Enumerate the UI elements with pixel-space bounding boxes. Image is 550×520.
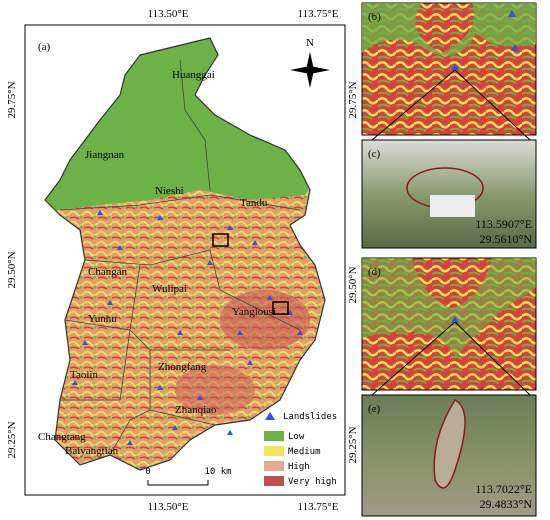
lat-label: 29.25°N [347, 426, 359, 463]
town-label: Taolin [70, 369, 98, 381]
town-label: Tandu [240, 197, 268, 209]
lat-label: 29.50°N [347, 266, 359, 303]
town-label: Yunhu [88, 313, 117, 325]
town-label: Wulipai [152, 283, 187, 295]
panel-label: (e) [368, 403, 381, 415]
photo-coordinate: 113.5907°E [475, 217, 532, 231]
legend-label: Medium [288, 447, 321, 457]
legend-label: Low [288, 432, 305, 442]
town-label: Baiyangtian [65, 445, 119, 457]
town-label: Nieshi [155, 185, 184, 197]
north-label: N [306, 37, 314, 49]
lon-label: 113.50°E [148, 8, 189, 20]
lon-label: 113.75°E [298, 8, 339, 20]
town-label: Zhanqiao [175, 404, 217, 416]
lon-label: 113.50°E [148, 501, 189, 513]
town-label: Yanglousi [232, 306, 276, 318]
lat-label: 29.25°N [6, 421, 18, 458]
lat-label: 29.75°N [347, 81, 359, 118]
legend-label: Very high [288, 477, 337, 487]
photo [361, 139, 537, 249]
lat-label: 29.50°N [6, 251, 18, 288]
panel-label: (b) [368, 11, 381, 23]
panel-label: (d) [368, 266, 381, 278]
legend: Landslides Low Medium High Very high [264, 412, 337, 487]
town-label: Huanggai [172, 69, 215, 81]
legend-label: High [288, 462, 310, 472]
panel-label: (c) [368, 148, 381, 160]
photo-coordinate: 29.5610°N [480, 232, 533, 246]
town-label: Changan [88, 266, 128, 278]
scale-bar [147, 480, 209, 486]
north-arrow: N [290, 37, 330, 88]
town-label: Zhongfang [158, 361, 207, 373]
lat-label: 29.75°N [6, 81, 18, 118]
lon-label: 113.75°E [298, 501, 339, 513]
town-label: Changtang [38, 431, 86, 443]
panel-label: (a) [38, 41, 51, 53]
scale-label: 10 km [204, 467, 231, 477]
legend-label: Landslides [283, 412, 337, 422]
town-label: Jiangnan [85, 149, 125, 161]
boundaries [59, 59, 301, 456]
scale-label: 0 [145, 467, 150, 477]
photo-coordinate: 113.7022°E [475, 482, 532, 496]
photo-coordinate: 29.4833°N [480, 497, 533, 511]
